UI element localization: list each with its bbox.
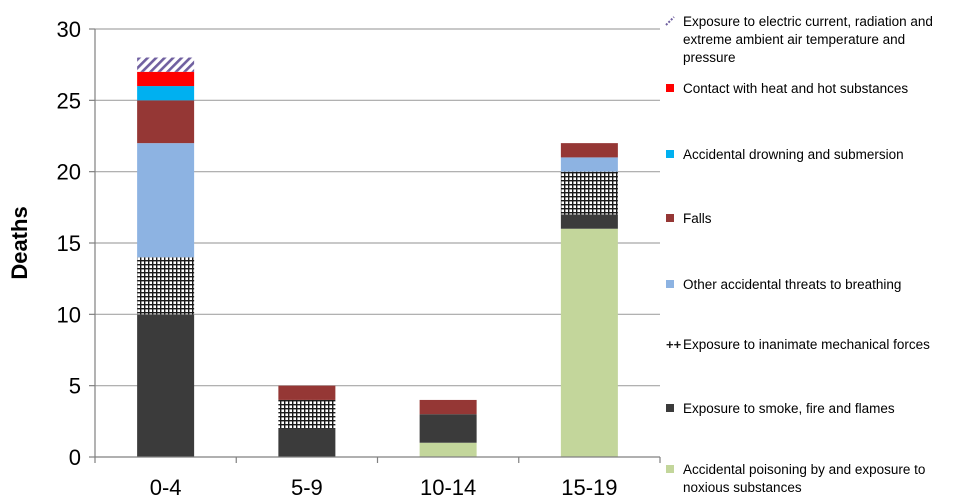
bar-segment	[137, 71, 195, 87]
legend-marker	[666, 404, 674, 412]
bar-segment	[278, 428, 336, 457]
legend-label: noxious substances	[683, 480, 802, 495]
bar-segment	[560, 214, 618, 229]
bar-segment	[419, 399, 477, 415]
y-tick-label: 30	[57, 17, 81, 42]
y-tick-label: 25	[57, 88, 81, 113]
bar-segment	[560, 157, 618, 172]
bar-segment	[560, 228, 618, 457]
bars	[137, 57, 618, 457]
legend-marker	[666, 84, 674, 92]
legend-label: extreme ambient air temperature and	[683, 32, 905, 47]
legend-label: Contact with heat and hot substances	[683, 81, 908, 96]
x-tick-label: 5-9	[291, 475, 323, 500]
legend-label: Other accidental threats to breathing	[683, 277, 901, 292]
legend-label: Falls	[683, 211, 712, 226]
bar-segment	[560, 143, 618, 158]
bar-segment	[137, 100, 195, 144]
legend: Exposure to electric current, radiation …	[665, 14, 933, 495]
x-tick-labels: 0-4 5-9 10-14 15-19	[150, 475, 618, 500]
bar-segment	[278, 399, 336, 429]
legend-label: Accidental poisoning by and exposure to	[683, 462, 925, 477]
legend-marker	[666, 150, 674, 158]
legend-label: Exposure to electric current, radiation …	[683, 14, 933, 29]
y-tick-label: 20	[57, 160, 81, 185]
y-tick-label: 5	[69, 374, 81, 399]
legend-marker: ++	[666, 337, 682, 352]
y-axis-label: Deaths	[7, 206, 32, 279]
legend-marker	[665, 16, 675, 26]
y-tick-label: 15	[57, 231, 81, 256]
bar-segment	[419, 414, 477, 443]
legend-marker	[666, 280, 674, 288]
bar-segment	[137, 143, 195, 258]
bar-segment	[137, 257, 195, 315]
axes	[89, 28, 661, 463]
y-tick-labels: 0 5 10 15 20 25 30	[57, 17, 81, 470]
x-tick-label: 10-14	[420, 475, 476, 500]
legend-label: Exposure to smoke, fire and flames	[683, 401, 895, 416]
bar-segment	[137, 86, 195, 101]
bar-segment	[137, 314, 195, 457]
y-tick-label: 10	[57, 302, 81, 327]
y-tick-label: 0	[69, 445, 81, 470]
x-tick-label: 0-4	[150, 475, 182, 500]
legend-label: Accidental drowning and submersion	[683, 147, 904, 162]
legend-marker	[666, 465, 674, 473]
x-tick-label: 15-19	[561, 475, 617, 500]
bar-segment	[419, 442, 477, 457]
bar-segment	[560, 171, 618, 215]
bar-segment	[278, 385, 336, 400]
bar-segment	[137, 57, 195, 72]
legend-marker	[666, 214, 674, 222]
legend-label: Exposure to inanimate mechanical forces	[683, 337, 930, 352]
legend-label: pressure	[683, 50, 736, 65]
